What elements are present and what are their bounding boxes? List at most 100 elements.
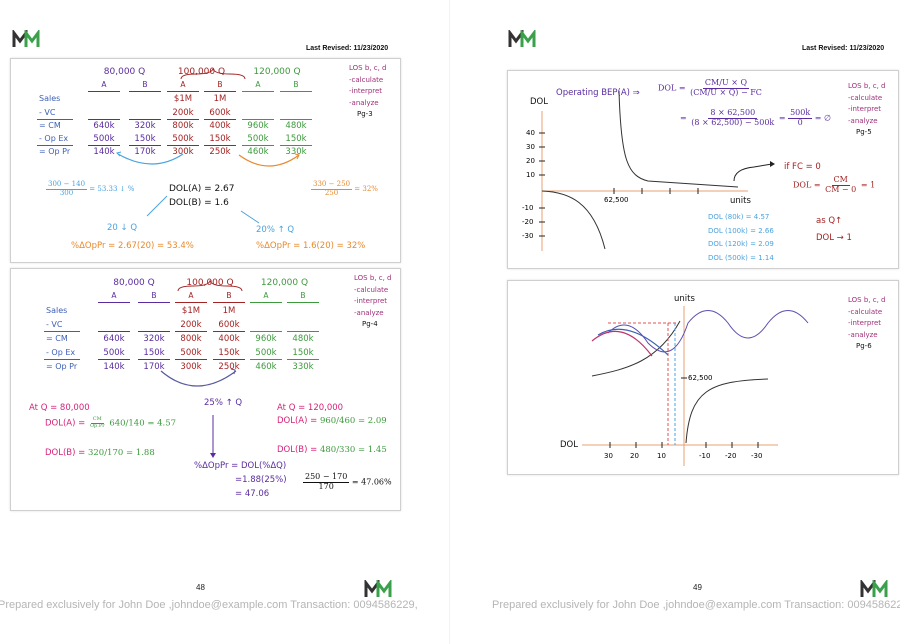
los-item: -calculate: [848, 93, 883, 102]
numerator: CM/U × Q: [702, 78, 750, 89]
at-80k: At Q = 80,000: [29, 403, 90, 413]
column-group-header: 100,000 Q: [186, 278, 234, 288]
los-item: -calculate: [848, 307, 883, 316]
divider: [213, 359, 245, 360]
last-revised: Last Revised: 11/23/2020: [802, 45, 885, 52]
divider: [204, 145, 236, 146]
dol-b: DOL(B) = 1.6: [169, 198, 229, 208]
divider: [138, 331, 170, 332]
divider: [129, 119, 161, 120]
table-cell: 480k: [292, 334, 314, 344]
page-label: Pg-5: [856, 128, 872, 136]
column-header: B: [142, 80, 148, 89]
row-label: = CM: [39, 121, 61, 130]
table-cell: 960k: [247, 121, 269, 131]
arrow: [146, 195, 168, 217]
as-q: as Q↑: [816, 216, 843, 226]
dol-b-80k: DOL(B) = 320/170 = 1.88: [45, 449, 155, 458]
column-header: B: [300, 291, 306, 300]
value: 320/170 = 1.88: [87, 448, 155, 458]
dol-value: DOL (120k) = 2.09: [708, 240, 774, 248]
table-cell: 140k: [93, 147, 115, 157]
los-item: -analyze: [848, 116, 878, 125]
row-label: = Op Pr: [39, 147, 71, 156]
dol-a: DOL(A) = 2.67: [169, 184, 235, 194]
label: DOL(A) =: [277, 416, 318, 426]
divider: [44, 331, 80, 332]
column-group-header: 80,000 Q: [103, 67, 146, 77]
label: DOL =: [793, 180, 821, 190]
table-cell: 330k: [285, 147, 307, 157]
dol-curve-right: [618, 90, 739, 188]
divider: [204, 119, 236, 120]
dol-label: DOL: [560, 440, 578, 450]
down-q: 20 ↓ Q: [107, 223, 138, 233]
table-cell: 1M: [222, 306, 236, 316]
footer-text: Prepared exclusively for John Doe ,johnd…: [0, 599, 418, 611]
left-result: %ΔOpPr = 2.67(20) = 53.4%: [71, 241, 194, 251]
arrow: [117, 153, 184, 165]
value: 480/330 = 1.45: [319, 445, 387, 455]
dol-value: DOL (100k) = 2.66: [708, 226, 774, 235]
table-cell: $1M: [181, 306, 201, 316]
dol-to-one: DOL → 1: [816, 233, 852, 243]
table-cell: 320k: [134, 121, 156, 131]
table-cell: 150k: [285, 134, 307, 144]
arrow: [160, 370, 237, 387]
column-group-header: 80,000 Q: [113, 278, 155, 288]
row-label: - VC: [46, 320, 63, 329]
divider: [88, 91, 120, 92]
los-item: -calculate: [349, 75, 384, 84]
los-title: LOS b, c, d: [354, 274, 392, 282]
divider: [167, 119, 199, 120]
if-fc: if FC = 0: [784, 162, 821, 172]
label: DOL(A) =: [45, 418, 86, 429]
row-label: = Op Pr: [46, 362, 78, 371]
los-item: -calculate: [354, 285, 389, 294]
row-label: = CM: [46, 334, 68, 343]
row-label: - Op Ex: [46, 348, 76, 357]
formula: %ΔOpPr = DOL(%ΔQ): [194, 461, 287, 471]
los-item: -interpret: [354, 297, 388, 305]
divider: [287, 331, 319, 332]
column-header: A: [101, 80, 107, 89]
column-group-header: 120,000 Q: [260, 278, 309, 288]
table-cell: 480k: [285, 121, 307, 131]
los-item: -interpret: [848, 105, 882, 113]
table-cell: 600k: [209, 108, 231, 118]
denominator: Op.Pr: [89, 422, 105, 429]
table-cell: 460k: [255, 362, 277, 372]
check-calc: 250 − 170 170 = 47.06%: [303, 472, 392, 492]
slide-pg3: LOS b, c, d -calculate -interpret -analy…: [10, 58, 401, 263]
los-item: -interpret: [349, 87, 383, 95]
los-list: LOS b, c, d -calculate -interpret -analy…: [848, 295, 885, 353]
page-label: Pg-6: [856, 342, 872, 350]
los-item: -analyze: [848, 330, 878, 339]
right-calc: 330 − 250 250 = 32%: [311, 180, 378, 197]
last-revised: Last Revised: 11/23/2020: [306, 45, 389, 52]
table-cell: 500k: [180, 348, 202, 358]
divider: [37, 145, 73, 146]
y-tick: -20: [522, 218, 534, 226]
table-cell: 330k: [292, 362, 314, 372]
table-cell: 200k: [172, 108, 194, 118]
table-cell: 640k: [93, 121, 115, 131]
value: 640/140 = 4.57: [109, 418, 177, 429]
divider: [98, 359, 130, 360]
table-cell: 500k: [247, 134, 269, 144]
divider: [98, 302, 130, 303]
los-title: LOS b, c, d: [349, 64, 387, 72]
arrow: [240, 210, 260, 224]
column-header: A: [188, 291, 194, 300]
page-label: Pg-3: [357, 110, 373, 118]
divider: [287, 302, 319, 303]
pct-q: 25% ↑ Q: [204, 398, 243, 408]
divider: [129, 145, 161, 146]
heading: Operating BEP(A) ⇒: [556, 88, 640, 98]
divider: [242, 119, 274, 120]
table-cell: 1M: [213, 94, 227, 104]
column-header: B: [293, 80, 299, 89]
table-cell: 140k: [103, 362, 125, 372]
footer-text: Prepared exclusively for John Doe ,johnd…: [492, 599, 900, 611]
table-cell: 300k: [172, 147, 194, 157]
